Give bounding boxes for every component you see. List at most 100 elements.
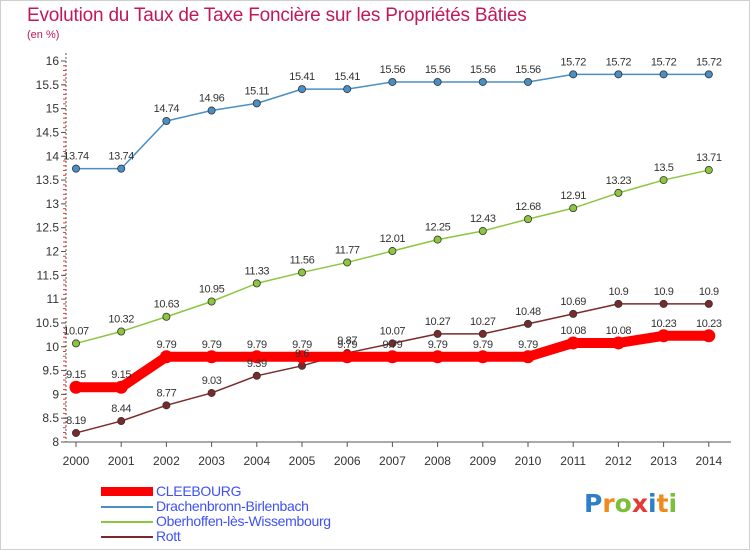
x-tick-label: 2011 xyxy=(560,454,586,468)
logo-letter: i xyxy=(648,489,657,518)
x-tick-label: 2004 xyxy=(243,454,270,468)
data-label: 9.39 xyxy=(247,358,267,370)
data-label: 13.74 xyxy=(63,151,89,163)
data-point xyxy=(117,164,126,173)
data-point xyxy=(659,176,668,185)
data-labels-layer: 13.74 13.74 14.74 14.96 15.11 15.41 15.41 15.56… xyxy=(63,56,722,427)
data-point xyxy=(704,70,713,79)
data-point xyxy=(162,117,171,126)
y-tick-label: 16 xyxy=(46,54,60,68)
data-label: 13.71 xyxy=(696,152,722,164)
data-point xyxy=(659,299,668,308)
legend-label: CLEEBOURG xyxy=(156,483,242,499)
data-point xyxy=(114,380,128,394)
data-point xyxy=(521,350,535,364)
series-line-2 xyxy=(75,169,710,345)
data-point xyxy=(614,188,623,197)
data-point xyxy=(72,339,81,348)
data-label: 11.33 xyxy=(244,265,269,277)
logo-letter: x xyxy=(631,489,648,518)
data-point xyxy=(162,312,171,321)
x-tick-label: 2013 xyxy=(650,454,677,468)
data-point xyxy=(343,85,352,94)
data-label: 10.23 xyxy=(651,318,677,330)
x-tick-label: 2010 xyxy=(515,454,542,468)
chart-subtitle: (en %) xyxy=(27,29,60,41)
y-tick-label: 13.5 xyxy=(36,173,60,187)
data-point xyxy=(72,428,81,437)
data-label: 8.77 xyxy=(156,387,176,399)
data-label: 10.69 xyxy=(560,296,586,308)
data-point xyxy=(69,380,83,394)
x-tick-label: 2002 xyxy=(153,454,180,468)
data-label: 9.03 xyxy=(202,375,222,387)
data-label: 15.41 xyxy=(334,71,360,83)
data-label: 10.23 xyxy=(696,318,722,330)
data-point xyxy=(657,329,671,343)
data-point xyxy=(388,247,397,256)
data-label: 9.6 xyxy=(295,348,309,360)
data-label: 12.91 xyxy=(560,190,586,202)
data-label: 9.79 xyxy=(247,339,267,351)
series-layer xyxy=(69,70,716,437)
data-point xyxy=(295,350,309,364)
y-tick-label: 8 xyxy=(52,435,59,449)
data-label: 11.77 xyxy=(335,244,360,256)
data-label: 12.01 xyxy=(380,233,406,245)
data-point xyxy=(524,319,533,328)
legend-label: Rott xyxy=(156,528,181,544)
data-point xyxy=(478,227,487,236)
data-point xyxy=(478,329,487,338)
y-tick-label: 14.5 xyxy=(36,125,60,139)
data-label: 9.79 xyxy=(292,339,312,351)
data-point xyxy=(207,106,216,115)
x-tick-label: 2008 xyxy=(424,454,451,468)
data-label: 15.72 xyxy=(696,56,722,68)
x-tick-label: 2012 xyxy=(605,454,632,468)
data-label: 9.79 xyxy=(337,339,357,351)
legend-swatch xyxy=(101,487,153,496)
data-label: 12.68 xyxy=(515,201,541,213)
y-tick-label: 11 xyxy=(47,292,60,306)
y-tick-label: 13 xyxy=(46,197,60,211)
data-label: 13.74 xyxy=(108,151,134,163)
data-point xyxy=(159,350,173,364)
x-tick-label: 2007 xyxy=(379,454,406,468)
data-label: 15.72 xyxy=(606,56,632,68)
logo-letter: r xyxy=(602,489,615,518)
data-label: 10.95 xyxy=(199,284,225,296)
data-label: 9.79 xyxy=(156,339,176,351)
data-label: 15.72 xyxy=(560,56,586,68)
series-line-1 xyxy=(75,73,710,170)
y-tick-label: 9.5 xyxy=(42,364,59,378)
data-point xyxy=(478,77,487,86)
data-point xyxy=(205,350,219,364)
data-point xyxy=(614,70,623,79)
data-label: 9.79 xyxy=(518,339,538,351)
x-tick-label: 2001 xyxy=(108,454,135,468)
data-label: 9.79 xyxy=(473,339,493,351)
data-label: 9.79 xyxy=(382,339,402,351)
data-label: 15.56 xyxy=(425,64,451,76)
data-label: 14.74 xyxy=(154,103,180,115)
y-tick-label: 8.5 xyxy=(42,411,59,425)
data-point xyxy=(433,329,442,338)
data-point xyxy=(343,258,352,267)
legend-swatch xyxy=(101,506,153,508)
data-point xyxy=(252,99,261,108)
y-tick-label: 11.5 xyxy=(37,268,60,282)
legend-label: Oberhoffen-lès-Wissembourg xyxy=(156,513,331,529)
data-label: 9.79 xyxy=(428,339,448,351)
data-point xyxy=(297,268,306,277)
data-point xyxy=(704,166,713,175)
data-point xyxy=(476,350,490,364)
logo-letter: P xyxy=(584,489,603,518)
data-label: 12.43 xyxy=(470,213,496,225)
data-label: 10.9 xyxy=(654,286,674,298)
data-label: 15.11 xyxy=(244,85,269,97)
series-line-3 xyxy=(75,303,710,434)
data-label: 9.15 xyxy=(66,369,86,381)
data-label: 10.27 xyxy=(425,316,451,328)
logo-letter: t xyxy=(656,489,669,518)
